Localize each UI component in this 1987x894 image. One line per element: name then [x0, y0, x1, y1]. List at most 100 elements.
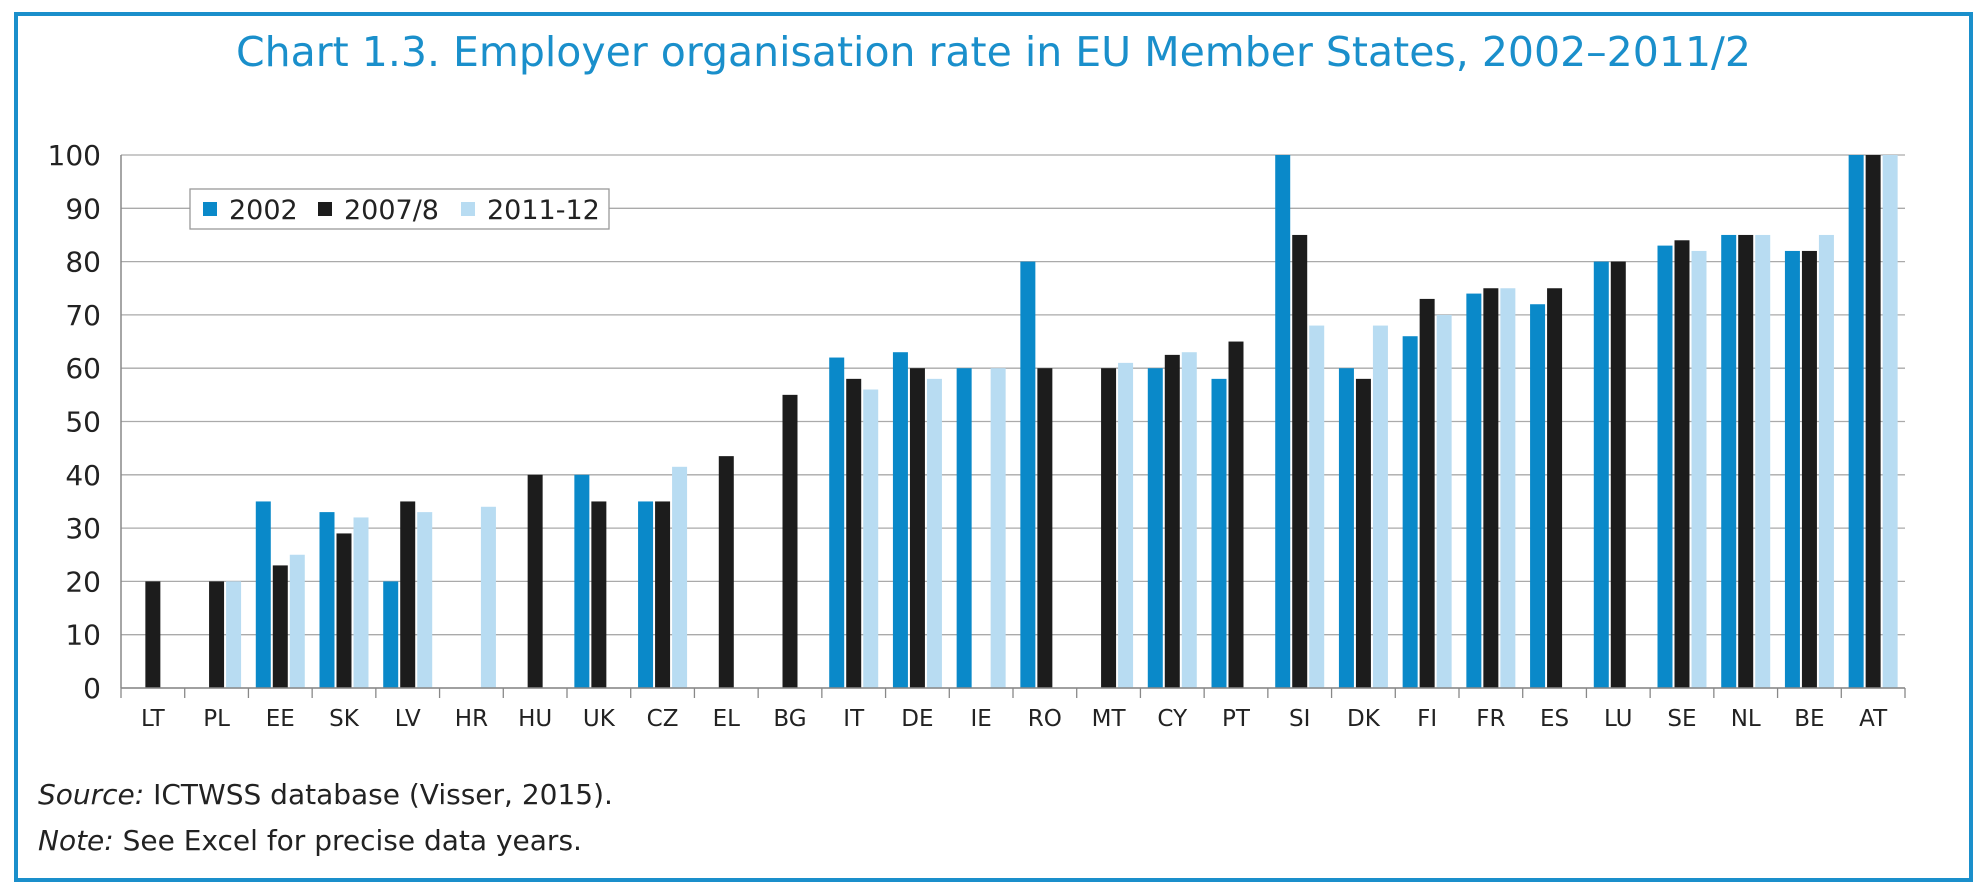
source-text: ICTWSS database (Visser, 2015). — [144, 778, 613, 811]
x-tick-label: BE — [1794, 706, 1824, 732]
bar-201112-BE — [1818, 234, 1834, 688]
bar-20078-NL — [1738, 234, 1754, 688]
bar-201112-PL — [226, 581, 242, 688]
bar-20078-BE — [1801, 250, 1817, 688]
legend-swatch-2002 — [203, 202, 217, 216]
y-tick-label: 0 — [83, 672, 101, 705]
bar-2002-EE — [255, 501, 271, 688]
x-tick-label: PT — [1222, 706, 1251, 732]
y-tick-label: 30 — [65, 512, 101, 545]
bar-2002-FR — [1466, 293, 1482, 688]
bar-20078-PT — [1228, 341, 1244, 688]
bar-2002-FI — [1402, 336, 1418, 688]
bar-2002-CZ — [638, 501, 654, 688]
bar-201112-HR — [480, 506, 496, 688]
y-tick-label: 20 — [65, 565, 101, 598]
y-tick-label: 80 — [65, 246, 101, 279]
chart-title: Chart 1.3. Employer organisation rate in… — [236, 28, 1751, 76]
bar-2002-CY — [1147, 368, 1163, 688]
bar-2002-SI — [1275, 155, 1291, 688]
x-tick-label: LU — [1604, 706, 1633, 732]
bar-2002-ES — [1530, 304, 1546, 688]
bar-201112-FR — [1500, 288, 1516, 688]
x-tick-label: HU — [518, 706, 552, 732]
y-tick-label: 40 — [65, 459, 101, 492]
x-tick-label: CZ — [647, 706, 679, 732]
bar-201112-FI — [1436, 314, 1452, 688]
bar-201112-IE — [990, 368, 1006, 688]
bar-20078-SK — [336, 533, 352, 688]
legend-label-201112: 2011-12 — [487, 195, 600, 226]
bar-20078-LU — [1610, 261, 1626, 688]
bar-201112-SI — [1309, 325, 1325, 688]
bar-20078-AT — [1865, 155, 1881, 688]
x-tick-label: HR — [455, 706, 488, 732]
bar-20078-LT — [145, 581, 161, 688]
bar-20078-SI — [1292, 234, 1308, 688]
x-tick-label: LT — [141, 706, 166, 732]
bar-2002-LU — [1593, 261, 1609, 688]
y-tick-label: 90 — [65, 192, 101, 225]
x-tick-label: IT — [843, 706, 865, 732]
bar-20078-MT — [1101, 368, 1117, 688]
x-tick-label: SE — [1667, 706, 1696, 732]
bar-20078-SE — [1674, 240, 1690, 688]
bar-20078-LV — [400, 501, 416, 688]
x-tick-label: BG — [773, 706, 806, 732]
bar-2002-DE — [892, 352, 908, 688]
y-tick-label: 70 — [65, 299, 101, 332]
bar-20078-CZ — [655, 501, 671, 688]
bar-2002-SK — [319, 512, 335, 688]
bar-20078-DE — [909, 368, 925, 688]
bar-20078-CY — [1164, 354, 1180, 688]
x-tick-label: RO — [1028, 706, 1062, 732]
bar-2002-AT — [1848, 155, 1864, 688]
bar-20078-UK — [591, 501, 607, 688]
y-tick-label: 100 — [48, 139, 101, 172]
bar-201112-LV — [417, 512, 433, 688]
x-tick-label: FI — [1417, 706, 1437, 732]
legend-label-20078: 2007/8 — [344, 195, 439, 226]
bar-20078-DK — [1355, 378, 1371, 688]
bar-20078-HU — [527, 474, 543, 688]
bar-2002-NL — [1721, 234, 1737, 688]
bar-201112-CZ — [672, 466, 688, 688]
bar-2002-PT — [1211, 378, 1227, 688]
x-tick-label: EE — [266, 706, 295, 732]
bar-20078-EE — [272, 565, 288, 688]
bar-201112-EE — [289, 554, 305, 688]
bar-201112-CY — [1181, 352, 1197, 688]
bar-2002-UK — [574, 474, 590, 688]
x-tick-label: NL — [1731, 706, 1761, 732]
note-label: Note: — [38, 824, 114, 857]
bar-20078-FR — [1483, 288, 1499, 688]
bar-2002-IT — [829, 357, 845, 688]
note-text: See Excel for precise data years. — [113, 824, 582, 857]
bar-20078-RO — [1037, 368, 1053, 688]
x-tick-label: EL — [713, 706, 741, 732]
x-tick-label: DK — [1347, 706, 1381, 732]
legend-swatch-201112 — [461, 202, 475, 216]
bar-201112-IT — [863, 389, 879, 688]
bar-20078-EL — [718, 456, 734, 688]
bar-201112-DE — [926, 378, 942, 688]
x-tick-label: SI — [1289, 706, 1310, 732]
bar-201112-MT — [1118, 362, 1134, 688]
x-tick-label: IE — [970, 706, 991, 732]
x-tick-label: CY — [1157, 706, 1188, 732]
bar-2002-SE — [1657, 245, 1673, 689]
bar-2002-IE — [956, 368, 972, 688]
x-tick-label: DE — [901, 706, 933, 732]
bar-201112-SE — [1691, 250, 1707, 688]
bar-2002-RO — [1020, 261, 1036, 688]
x-tick-label: MT — [1092, 706, 1127, 732]
note-line: Note: See Excel for precise data years. — [38, 824, 582, 857]
x-tick-label: UK — [583, 706, 616, 732]
bar-201112-DK — [1372, 325, 1388, 688]
bar-201112-NL — [1755, 234, 1771, 688]
y-tick-label: 60 — [65, 352, 101, 385]
bar-20078-IT — [846, 378, 862, 688]
x-tick-label: FR — [1476, 706, 1505, 732]
bar-20078-ES — [1547, 288, 1563, 688]
